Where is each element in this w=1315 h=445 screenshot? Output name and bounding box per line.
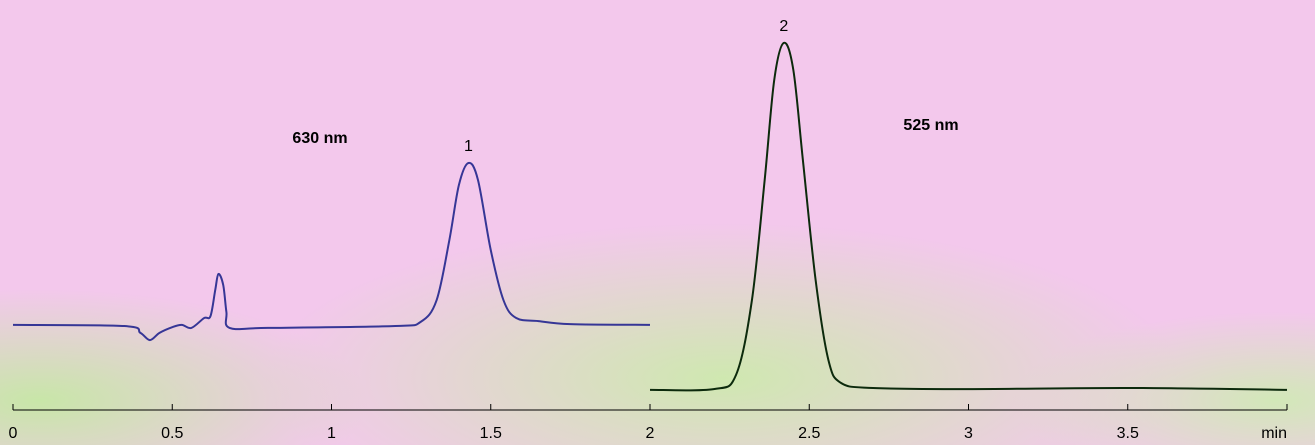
x-tick-label: 1 [327,425,336,442]
x-tick-label: 1.5 [480,425,502,442]
series-label: 525 nm [903,117,958,134]
x-tick-label: 2 [646,425,655,442]
trace [649,41,1288,392]
peak-label: 2 [779,18,788,35]
trace [12,161,651,342]
x-tick-label: 3 [964,425,973,442]
x-tick-label: 0 [9,425,18,442]
x-tick-label: 2.5 [798,425,820,442]
peak-label: 1 [464,138,473,155]
x-tick-label: 3.5 [1117,425,1139,442]
x-tick-label: min [1261,425,1287,442]
x-tick-label: 0.5 [161,425,183,442]
series-label: 630 nm [292,130,347,147]
